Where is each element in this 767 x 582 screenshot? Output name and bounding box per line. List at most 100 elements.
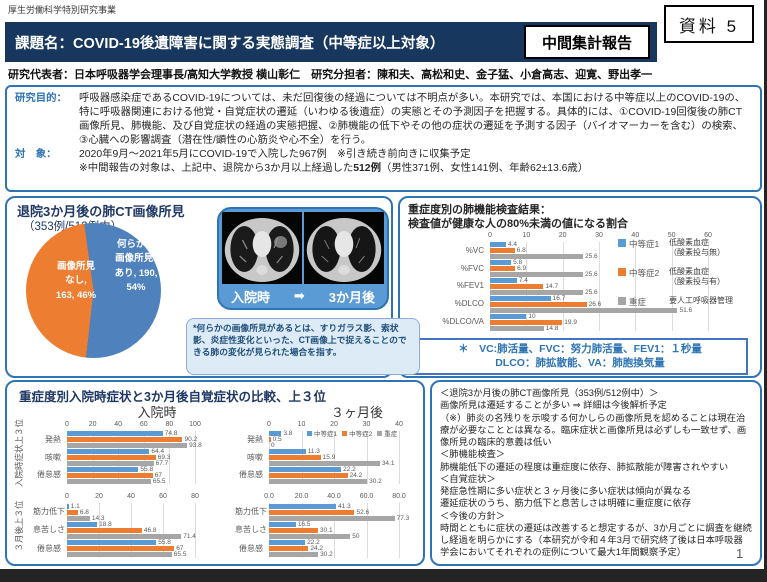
bar-track: 67.7	[67, 460, 195, 467]
axis-tick-label: 20	[95, 493, 103, 500]
gridline	[334, 431, 335, 484]
bar-重症	[490, 325, 544, 331]
bar-track: 65.5	[67, 551, 195, 558]
bar-track: 19.9	[490, 319, 708, 326]
bar-中等症1	[269, 521, 296, 527]
category-label: 発熱	[247, 434, 263, 444]
bar-value-label: 64.4	[151, 448, 165, 455]
bar-value-label: 30.1	[319, 526, 333, 534]
pie-label-no-line3: 163, 46%	[55, 289, 97, 301]
axis-tick-label: 10	[297, 421, 306, 428]
bar-value-label: 25.6	[585, 271, 598, 279]
bar-中等症2	[269, 455, 321, 460]
lead-researcher-name: 日本呼吸器学会理事長/高知大学教授 横山彰仁	[74, 69, 312, 81]
axis-tick-label: 40	[114, 421, 123, 428]
subjects-text: 2020年9月～2021年5月にCOVID-19で入院した967例 ※引き続き前…	[79, 149, 471, 161]
bar-value-label: 90.2	[184, 436, 198, 444]
co-researchers-label: 研究分担者：	[311, 69, 378, 81]
ct-after-label: 3か月後	[328, 289, 375, 305]
plot-area: 発熱 3.8 0.5 0 咳嗽 11.3 15.9 34.1 倦怠感 22.2 24.2 30.2	[239, 430, 399, 485]
bar-重症	[269, 461, 380, 466]
category-label: 息苦しさ	[235, 525, 267, 535]
bar-value-label: 11.3	[307, 448, 320, 455]
bar-中等症1	[67, 431, 163, 437]
bar-value-label: 1.1	[70, 502, 80, 510]
bar-value-label: 77.3	[396, 514, 410, 522]
legend-item-severe: 重症 要人工呼吸器管理	[618, 296, 760, 308]
bar-value-label: 3.8	[283, 430, 293, 438]
ct-findings-box: 退院3か月後の肺CT画像所見 （353例/512例中） 画像所見 なし, 163…	[5, 196, 393, 378]
axis-tick-label: 20	[558, 232, 567, 239]
bar-中等症1	[269, 503, 337, 509]
bar-value-label: 6.8	[516, 247, 526, 255]
bar-value-label: 14.3	[91, 514, 105, 522]
category-row: 息苦しさ 16.5 30.1 50	[235, 521, 399, 540]
bar-track: 6.8	[67, 509, 195, 516]
axis-tick-label: 80	[191, 493, 199, 500]
bar-track: 67	[67, 545, 195, 552]
category-row: %DLCO 16.7 26.6 51.6	[455, 295, 708, 314]
symptom-chart-legend: 中等症1 中等症2 重症	[307, 428, 397, 438]
bar-重症	[269, 478, 368, 484]
pie-label-no-findings: 画像所見 なし, 163, 46%	[45, 260, 107, 303]
bar-重症	[67, 533, 182, 539]
bar-重症	[67, 515, 90, 521]
subjects-label: 対 象：	[15, 149, 57, 161]
bar-重症	[490, 254, 583, 260]
bar-中等症2	[269, 546, 309, 552]
bar-value-label: 55.8	[140, 465, 154, 473]
arrow-right-icon: ➡	[293, 288, 305, 303]
pie-label-yes-line4: 54%	[126, 281, 146, 293]
bar-value-label: 6.9	[517, 265, 527, 273]
chart-admission-symptoms-at-admission: 0 20 40 60 80 100 発熱 74.8 90.2 93.8 咳嗽 64.4 69.3 67.7…	[33, 420, 215, 486]
category-label: %VC	[465, 245, 484, 255]
category-row: 倦怠感 55.8 67 65.5	[37, 465, 195, 485]
bar-track: 93.8	[67, 442, 202, 449]
axis-tick-label: 0	[65, 421, 69, 428]
summary-line: 時間とともに症状の遷延は改善すると想定するが、3か月ごとに調査を継続し経過を明ら…	[440, 522, 752, 558]
bar-中等症2	[67, 509, 78, 515]
page-number: 1	[736, 546, 744, 561]
bar-重症	[269, 533, 351, 539]
bar-重症	[269, 515, 395, 521]
gridline	[334, 503, 335, 558]
bar-value-label: 18.8	[99, 520, 112, 528]
bar-中等症1	[269, 540, 306, 546]
legend-desc-severe: 要人工呼吸器管理	[669, 296, 733, 306]
legend-label-severe: 重症	[384, 431, 398, 438]
bar-value-label: 26.6	[588, 300, 602, 308]
category-label: 倦怠感	[37, 543, 61, 553]
axis-tick-label: 0.0	[264, 493, 274, 500]
purpose-text: 呼吸器感染症であるCOVID-19については、未だ回復後の経過については不明点が…	[79, 93, 746, 147]
gridline	[399, 503, 400, 558]
ct-image-3months	[304, 212, 384, 284]
bar-track: 55.8	[67, 465, 195, 473]
ct-before-label: 入院時	[230, 289, 270, 305]
category-row: 倦怠感 22.2 24.2 30.2	[239, 466, 399, 485]
lung-function-legend: 中等症1 低酸素血症 （酸素投与無） 中等症2 低酸素血症 （酸素投与有） 重症…	[618, 238, 760, 318]
bar-track: 77.3	[269, 515, 409, 522]
material-number-label: 資料 5	[678, 16, 740, 36]
bar-中等症2	[67, 527, 142, 533]
co-researchers-names: 陳和夫、高松和史、金子猛、小倉高志、迎寛、野出孝一	[377, 69, 653, 81]
plot-area: 筋力低下 1.1 6.8 14.3 息苦しさ 18.8 46.8 71.4 倦怠感 55.8 67 6…	[33, 502, 196, 559]
legend-label-moderate2: 中等症2	[349, 431, 373, 438]
ct-image-caption-band: 入院時 ➡ 3か月後	[219, 284, 387, 308]
plot-area: 発熱 74.8 90.2 93.8 咳嗽 64.4 69.3 67.7 倦怠感 55.8 67 65.…	[37, 430, 202, 485]
category-label: 筋力低下	[235, 507, 267, 517]
legend-swatch-severe	[618, 297, 626, 306]
axis-tick-label: 40	[127, 493, 135, 500]
bar-value-label: 5.8	[513, 259, 523, 267]
bar-track: 26.6	[490, 300, 708, 308]
interim-note-count: 512例	[353, 163, 381, 175]
bar-track: 64.4	[67, 448, 195, 455]
category-row: %FVC 5.8 6.9 25.6	[461, 259, 708, 279]
bar-中等症1	[490, 313, 527, 319]
bar-track: 25.6	[490, 253, 708, 260]
bar-track: 5.8	[490, 259, 708, 267]
pie-label-yes-line1: 何らかの	[116, 239, 155, 250]
category-label: 咳嗽	[45, 452, 61, 462]
ct-image-admission	[222, 212, 302, 284]
lung-function-chart: 0 10 20 30 40 50 60 %VC 4.4 6.8 25.6 %FVC 5.8 6.9 25.6…	[406, 231, 756, 333]
axis-tick-label: 30	[362, 421, 371, 428]
